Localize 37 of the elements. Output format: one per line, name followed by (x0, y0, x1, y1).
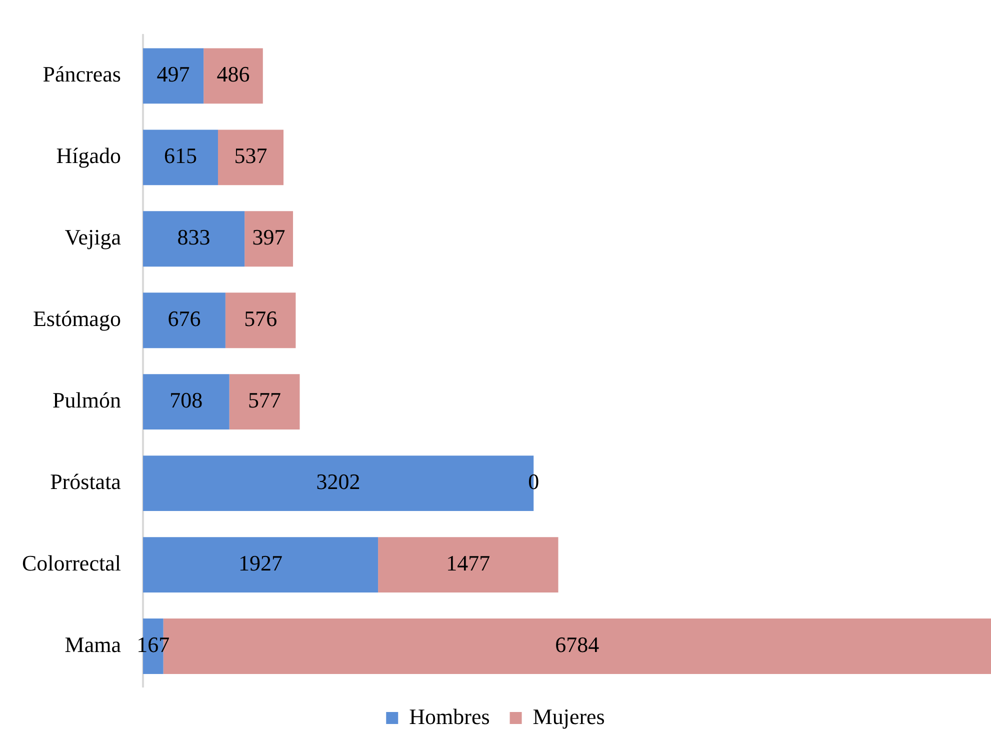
bar (142, 211, 245, 267)
data-label: 3202 (316, 469, 360, 494)
y-tick-label: Colorrectal (22, 550, 121, 576)
y-tick-label: Hígado (56, 143, 121, 168)
y-tick-label: Próstata (50, 469, 122, 494)
y-tick-label: Estómago (32, 306, 121, 332)
legend-label: Hombres (409, 704, 490, 729)
data-label: 708 (170, 388, 203, 413)
data-label: 615 (164, 143, 197, 168)
bar (142, 292, 226, 348)
data-label: 486 (216, 62, 250, 87)
bar (142, 374, 230, 430)
y-tick-label: Mama (64, 632, 122, 658)
data-label: 1927 (238, 550, 283, 576)
data-label: 397 (252, 224, 286, 250)
bar (204, 48, 263, 104)
bar (225, 292, 296, 348)
bar (142, 537, 378, 592)
data-label: 577 (248, 388, 282, 413)
bar (229, 374, 300, 430)
bar (378, 537, 558, 592)
bar (218, 130, 284, 186)
data-label: 1477 (446, 550, 490, 576)
y-tick-label: Páncreas (42, 62, 121, 87)
data-label: 497 (156, 62, 190, 87)
data-label: 676 (168, 306, 201, 332)
bar (142, 130, 218, 186)
data-label: 576 (244, 306, 278, 332)
data-label: 0 (528, 469, 540, 494)
data-label: 833 (177, 224, 210, 250)
data-label: 537 (234, 143, 268, 168)
data-label: 6784 (555, 632, 600, 658)
y-tick-label: Pulmón (52, 388, 121, 413)
bar (244, 211, 294, 267)
y-tick-label: Vejiga (64, 224, 122, 250)
legend-label: Mujeres (532, 704, 605, 729)
bar (142, 48, 204, 104)
